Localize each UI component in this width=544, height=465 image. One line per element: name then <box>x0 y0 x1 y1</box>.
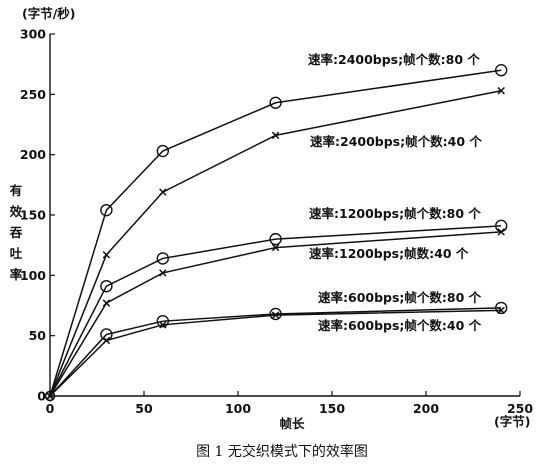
x-tick-label: 200 <box>413 401 439 416</box>
data-point-circle <box>156 252 170 265</box>
y-tick-label: 200 <box>20 147 46 162</box>
x-tick-label: 150 <box>319 401 345 416</box>
y-tick-label: 300 <box>20 27 46 42</box>
data-point-cross <box>497 306 505 315</box>
x-tick-label: 250 <box>507 401 533 416</box>
data-point-cross <box>497 86 505 95</box>
data-point-cross <box>271 311 280 319</box>
series-line <box>49 307 502 397</box>
data-point-cross <box>159 321 167 329</box>
x-unit-label: (字节) <box>494 414 530 429</box>
data-point-cross <box>497 228 505 236</box>
series-label: 速率:1200bps;帧个数:80 个 <box>309 206 481 221</box>
y-tick-label: 150 <box>20 208 46 223</box>
data-point-circle <box>269 232 282 246</box>
series-line <box>49 225 502 397</box>
series-label: 速率:2400bps;帧个数:80 个 <box>308 52 480 67</box>
data-point-circle <box>495 63 508 77</box>
data-point-circle <box>269 307 282 321</box>
series-label: 速率:600bps;帧个数:80 个 <box>318 290 482 305</box>
x-tick-label: 100 <box>225 401 251 416</box>
x-axis-title: 帧长 <box>279 416 305 431</box>
x-tick-label: 0 <box>46 401 55 416</box>
data-point-circle <box>156 144 170 158</box>
data-point-cross <box>271 131 280 140</box>
data-point-cross <box>102 251 111 259</box>
data-point-circle <box>100 279 113 293</box>
data-point-circle <box>269 96 282 109</box>
data-point-circle <box>495 301 508 315</box>
figure-caption: 图 1 无交织模式下的效率图 <box>196 443 368 460</box>
data-point-cross <box>159 269 167 277</box>
series-line <box>49 69 502 397</box>
series-group <box>44 63 508 402</box>
series-label: 速率:2400bps;帧个数:40 个 <box>310 134 482 149</box>
series-labels: 速率:2400bps;帧个数:80 个速率:2400bps;帧个数:40 个速率… <box>308 52 482 333</box>
data-point-cross <box>102 336 111 345</box>
data-point-cross <box>159 188 167 196</box>
y-tick-label: 50 <box>29 328 47 343</box>
data-point-circle <box>156 314 170 328</box>
x-tick-label: 50 <box>135 401 153 416</box>
data-point-circle <box>100 203 113 217</box>
series-label: 速率:600bps;帧个数:40 个 <box>318 318 482 333</box>
y-axis-title: 有效吞吐率 <box>9 183 23 282</box>
y-unit-label: (字节/秒) <box>22 6 76 21</box>
y-tick-label: 250 <box>20 87 46 102</box>
data-point-cross <box>102 299 111 307</box>
data-point-cross <box>46 392 54 400</box>
data-point-cross <box>271 243 280 252</box>
y-tick-label: 0 <box>37 389 46 404</box>
data-point-circle <box>44 390 56 402</box>
series-label: 速率:1200bps;帧数:40 个 <box>309 246 469 261</box>
axis-ticks: 0 50 100 150 200 250 300 0 50 100 150 200 250 <box>20 27 533 417</box>
y-tick-label: 100 <box>20 268 46 283</box>
